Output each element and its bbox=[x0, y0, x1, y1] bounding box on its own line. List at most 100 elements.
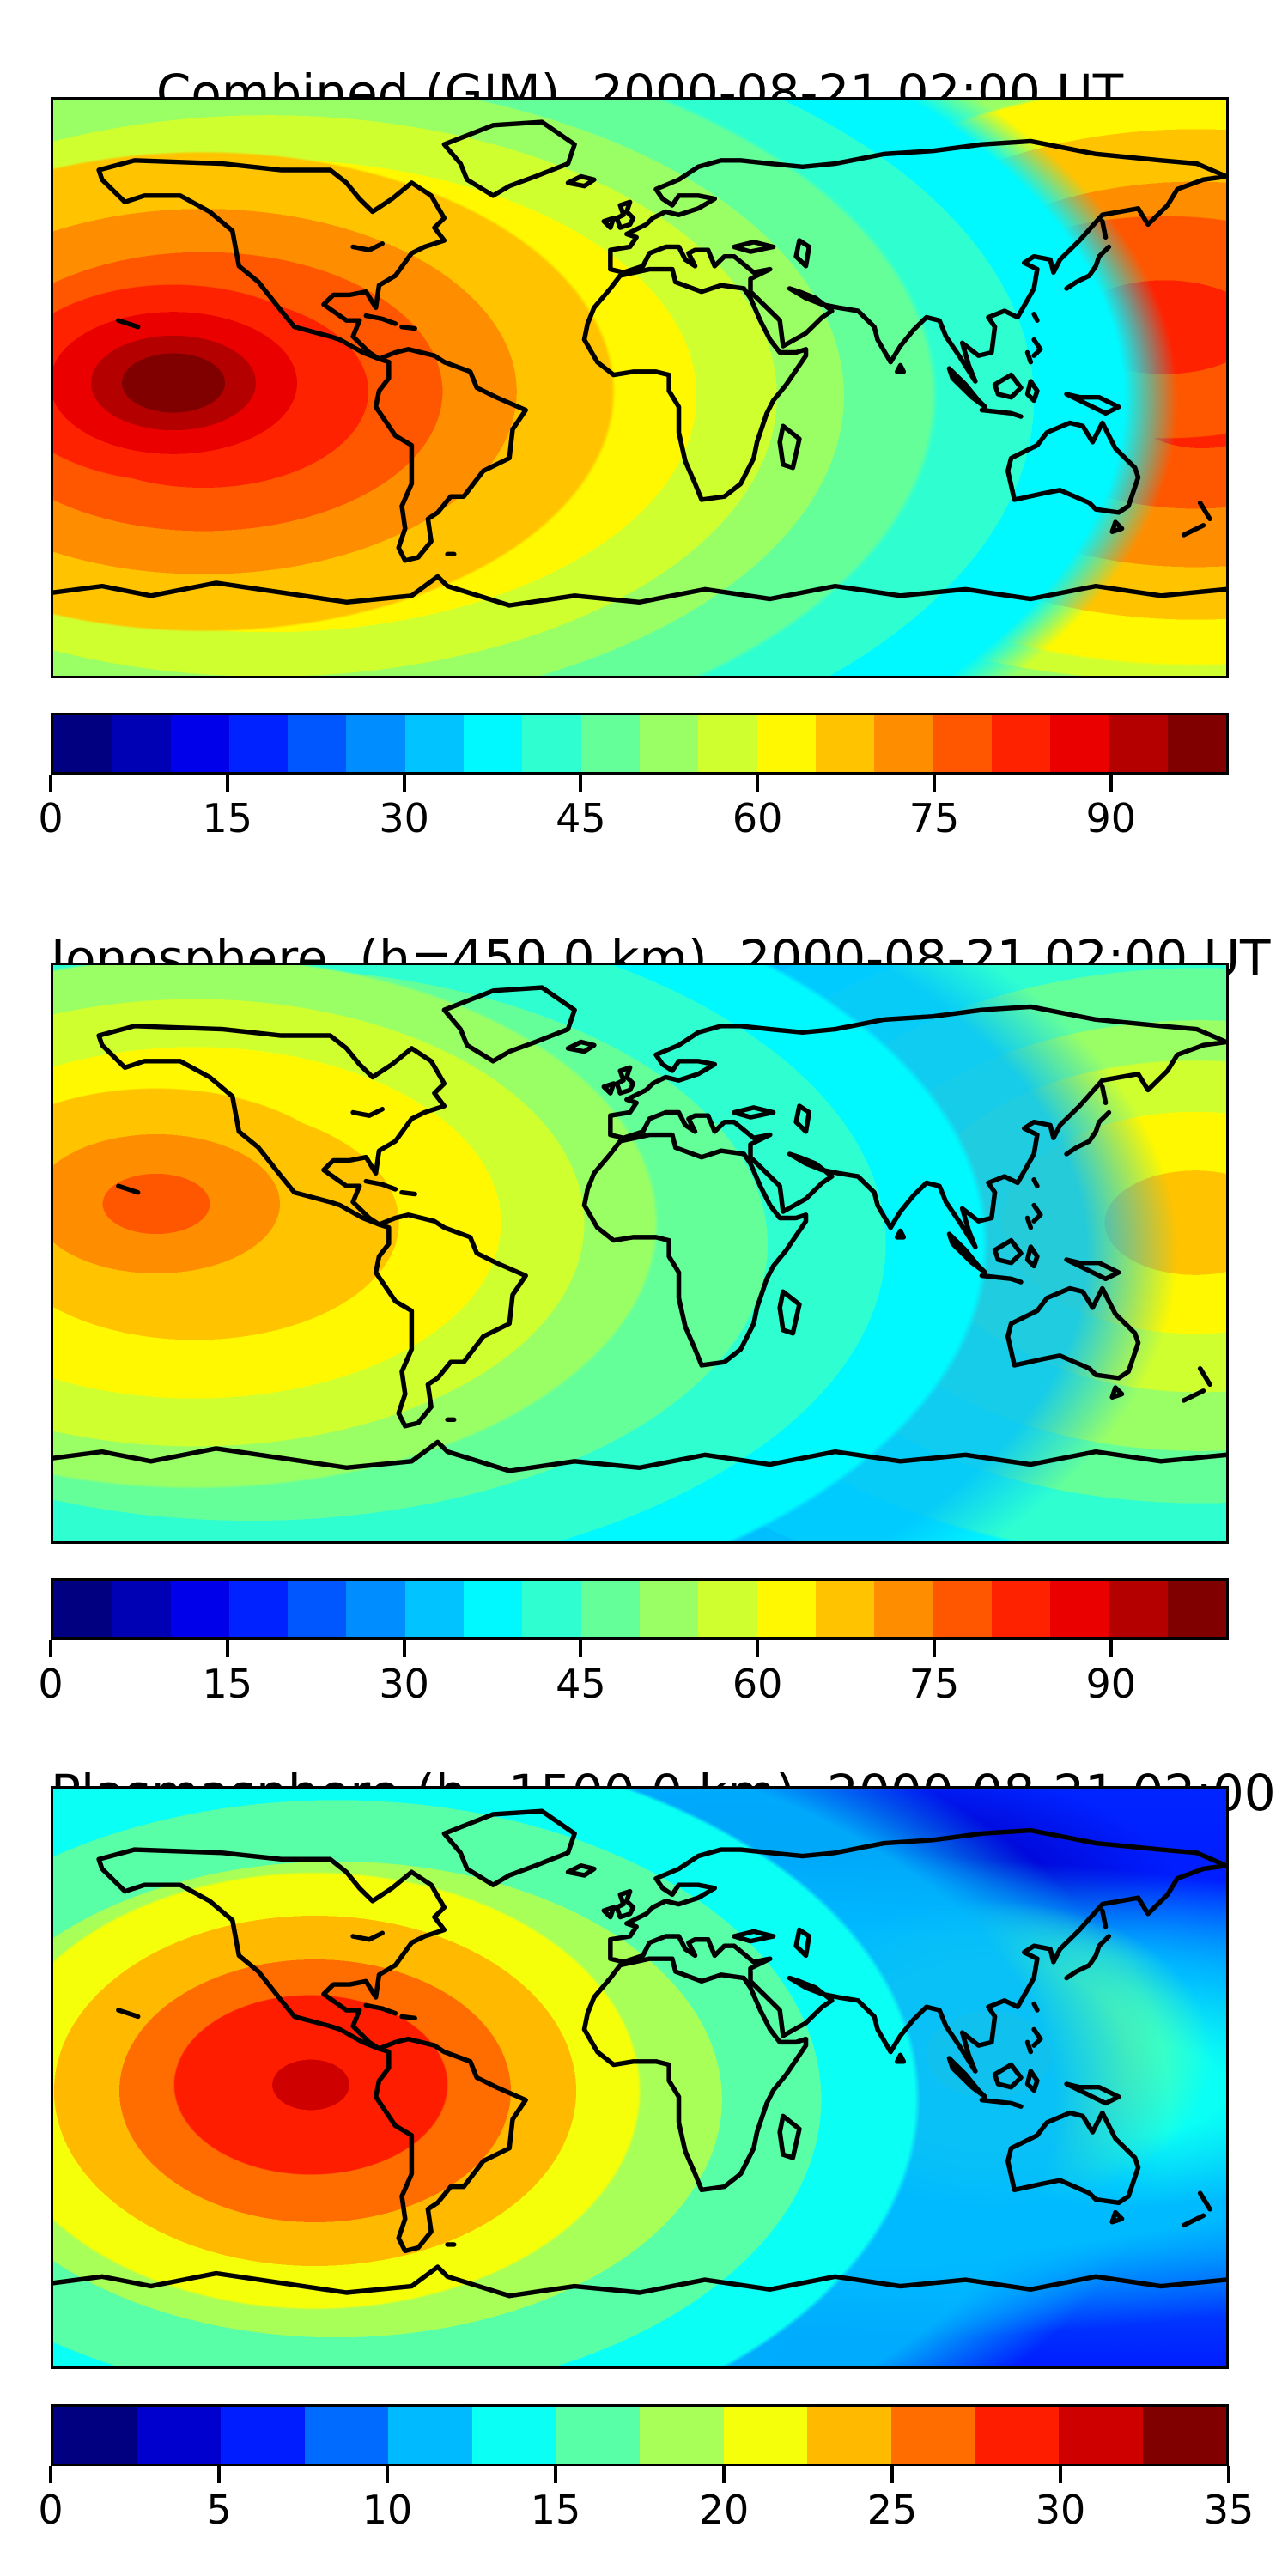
colorbar-segment bbox=[874, 1581, 933, 1637]
colorbar-tick-label: 15 bbox=[202, 795, 253, 841]
colorbar-segment bbox=[815, 1581, 875, 1637]
colorbar-tick-label: 25 bbox=[866, 2487, 918, 2533]
colorbar-plasmasphere bbox=[51, 2404, 1229, 2466]
colorbar-tick-label: 60 bbox=[732, 1661, 783, 1707]
colorbar-tick bbox=[49, 1640, 52, 1657]
colorbar-segment bbox=[639, 1581, 699, 1637]
colorbar-segment bbox=[698, 715, 757, 772]
colorbar-segment bbox=[756, 715, 816, 772]
colorbar-tick-label: 15 bbox=[530, 2487, 581, 2533]
colorbar-tick-label: 0 bbox=[38, 795, 64, 841]
coastlines-overlay bbox=[53, 1789, 1226, 2366]
colorbar-tick-label: 10 bbox=[361, 2487, 413, 2533]
colorbar-tick bbox=[890, 2466, 894, 2483]
colorbar-segment bbox=[288, 715, 347, 772]
colorbar-combined bbox=[51, 713, 1229, 775]
colorbar-segment bbox=[464, 715, 523, 772]
colorbar-tick bbox=[217, 2466, 221, 2483]
colorbar-segment bbox=[388, 2407, 472, 2464]
colorbar-segment bbox=[346, 1581, 405, 1637]
colorbar-segment bbox=[112, 715, 171, 772]
colorbar-tick-label: 20 bbox=[698, 2487, 750, 2533]
colorbar-segment bbox=[1142, 2407, 1227, 2464]
colorbar-tick bbox=[1227, 2466, 1230, 2483]
colorbar-tick bbox=[49, 2466, 52, 2483]
colorbar-segment bbox=[1109, 1581, 1168, 1637]
colorbar-tick bbox=[1109, 1640, 1113, 1657]
colorbar-segment bbox=[975, 2407, 1059, 2464]
colorbar-segment bbox=[556, 2407, 641, 2464]
colorbar-segment bbox=[221, 2407, 305, 2464]
colorbar-tick bbox=[756, 775, 760, 792]
colorbar-segment bbox=[698, 1581, 757, 1637]
colorbar-segment bbox=[228, 1581, 289, 1637]
colorbar-segment bbox=[580, 1581, 640, 1637]
colorbar-segment bbox=[890, 2407, 975, 2464]
colorbar-segment bbox=[991, 715, 1051, 772]
colorbar-segment bbox=[471, 2407, 556, 2464]
colorbar-segment bbox=[346, 715, 405, 772]
colorbar-tick bbox=[402, 1640, 406, 1657]
colorbar-tick bbox=[386, 2466, 389, 2483]
colorbar-segment bbox=[53, 715, 112, 772]
colorbar-tick bbox=[579, 1640, 583, 1657]
colorbar-segment bbox=[404, 1581, 465, 1637]
colorbar-tick-label: 30 bbox=[1035, 2487, 1086, 2533]
colorbar-tick bbox=[933, 775, 936, 792]
colorbar-scale-combined: 0 15 30 45 60 75 90 bbox=[38, 775, 1229, 869]
colorbar-segment bbox=[1050, 715, 1109, 772]
colorbar-tick bbox=[579, 775, 583, 792]
colorbar-scale-plasmasphere: 0 5 10 15 20 25 30 35 bbox=[38, 2466, 1254, 2561]
colorbar-segment bbox=[933, 715, 992, 772]
colorbar-ionosphere bbox=[51, 1578, 1229, 1640]
colorbar-tick bbox=[1109, 775, 1113, 792]
colorbar-scale-ionosphere: 0 15 30 45 60 75 90 bbox=[38, 1640, 1229, 1735]
colorbar-tick bbox=[1059, 2466, 1062, 2483]
colorbar-tick-label: 90 bbox=[1085, 795, 1137, 841]
colorbar-segment bbox=[1058, 2407, 1143, 2464]
colorbar-segment bbox=[112, 1581, 171, 1637]
colorbar-segment bbox=[807, 2407, 891, 2464]
colorbar-tick-label: 45 bbox=[556, 1661, 606, 1707]
colorbar-segment bbox=[288, 1581, 347, 1637]
colorbar-tick bbox=[933, 1640, 936, 1657]
colorbar-tick-label: 35 bbox=[1203, 2487, 1255, 2533]
colorbar-tick bbox=[225, 775, 229, 792]
colorbar-segment bbox=[815, 715, 875, 772]
colorbar-segment bbox=[137, 2407, 222, 2464]
colorbar-tick-label: 45 bbox=[556, 795, 606, 841]
colorbar-segment bbox=[464, 1581, 523, 1637]
colorbar-tick-label: 75 bbox=[908, 795, 960, 841]
colorbar-tick-label: 0 bbox=[38, 1661, 64, 1707]
colorbar-segment bbox=[580, 715, 640, 772]
colorbar-segment bbox=[1167, 1581, 1226, 1637]
colorbar-tick-label: 30 bbox=[379, 1661, 429, 1707]
colorbar-segment bbox=[404, 715, 465, 772]
colorbar-tick bbox=[554, 2466, 557, 2483]
colorbar-tick-label: 90 bbox=[1085, 1661, 1137, 1707]
map-combined-gim bbox=[51, 97, 1229, 678]
colorbar-tick bbox=[722, 2466, 726, 2483]
colorbar-tick-label: 30 bbox=[379, 795, 429, 841]
colorbar-tick-label: 60 bbox=[732, 795, 783, 841]
colorbar-segment bbox=[1050, 1581, 1109, 1637]
colorbar-tick-label: 0 bbox=[38, 2487, 64, 2533]
colorbar-tick-label: 15 bbox=[202, 1661, 253, 1707]
colorbar-segment bbox=[1109, 715, 1168, 772]
colorbar-segment bbox=[991, 1581, 1051, 1637]
colorbar-tick bbox=[756, 1640, 760, 1657]
colorbar-segment bbox=[304, 2407, 389, 2464]
colorbar-segment bbox=[1167, 715, 1226, 772]
colorbar-segment bbox=[933, 1581, 992, 1637]
colorbar-segment bbox=[53, 1581, 112, 1637]
colorbar-tick-label: 5 bbox=[206, 2487, 232, 2533]
colorbar-tick bbox=[225, 1640, 229, 1657]
map-plasmasphere bbox=[51, 1786, 1229, 2369]
colorbar-segment bbox=[723, 2407, 808, 2464]
colorbar-tick bbox=[49, 775, 52, 792]
coastlines-overlay bbox=[53, 965, 1226, 1541]
colorbar-tick-label: 75 bbox=[908, 1661, 960, 1707]
colorbar-segment bbox=[639, 715, 699, 772]
colorbar-segment bbox=[756, 1581, 816, 1637]
